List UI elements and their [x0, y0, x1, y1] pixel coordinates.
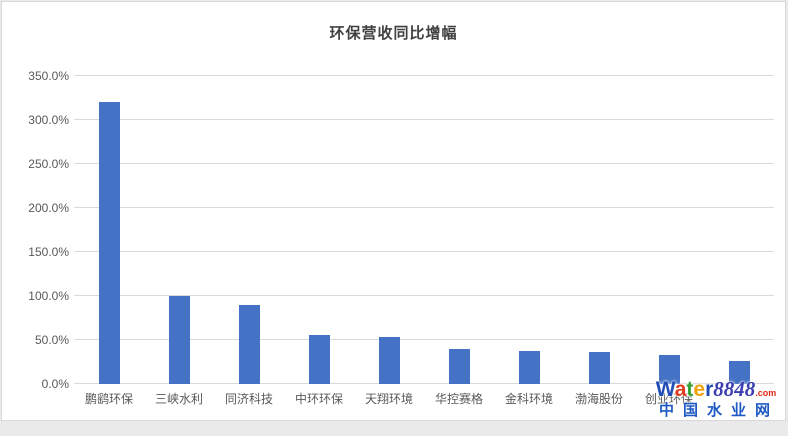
bar-slot [424, 76, 494, 384]
x-axis-category-label: 鹏鹞环保 [84, 392, 133, 406]
gridline [74, 339, 774, 340]
x-axis-category-label: 创业环保 [644, 392, 693, 406]
y-axis-tick-label: 50.0% [34, 333, 69, 347]
bar-金科环境 [518, 351, 540, 384]
y-axis-tick-label: 300.0% [28, 113, 69, 127]
gridline [74, 295, 774, 296]
bar-slot [634, 76, 704, 384]
y-axis-tick-label: 0.0% [41, 377, 69, 391]
watermark-brand-text: Water8848.com [650, 377, 782, 401]
bar-slot [144, 76, 214, 384]
bar-slot [704, 76, 774, 384]
watermark-domain-suffix: .com [755, 388, 777, 398]
watermark-brand-letter: r [705, 378, 714, 401]
x-axis-category-label: 三峡水利 [154, 392, 203, 406]
watermark-water8848-logo: Water8848.com 中国水业网 [650, 377, 782, 419]
chart-frame: 环保营收同比增幅 0.0% 50.0% 100.0% 150.0% 200.0% 250.… [1, 1, 786, 421]
gridline [74, 383, 774, 384]
gridline [74, 251, 774, 252]
watermark-brand-letter: 8 [713, 377, 724, 401]
gridline [74, 119, 774, 120]
x-axis-category-label: 中环环保 [294, 392, 343, 406]
y-axis-tick-label: 200.0% [28, 201, 69, 215]
plot-area: 0.0% 50.0% 100.0% 150.0% 200.0% 250.0% 300.0% 3… [28, 69, 774, 391]
gridline [74, 163, 774, 164]
watermark-brand-letter: t [686, 378, 694, 401]
x-axis-category-label: 渤海股份 [574, 392, 623, 406]
bar-华控赛格 [448, 348, 470, 384]
bar-创业环保 [658, 354, 680, 384]
x-axis-category-label: 天翔环境 [364, 392, 413, 406]
watermark-site-name: 中国水业网 [658, 402, 779, 419]
bar-三峡水利 [168, 296, 190, 384]
y-axis-tick-label: 150.0% [28, 245, 69, 259]
bar-slot [564, 76, 634, 384]
bar-slot [74, 76, 144, 384]
bar-series [74, 76, 774, 384]
y-axis-tick-label: 250.0% [28, 157, 69, 171]
y-axis-tick-label: 100.0% [28, 289, 69, 303]
x-axis-category-label: 华控赛格 [434, 392, 483, 406]
bar-鹏鹞环保 [98, 102, 120, 384]
bar-slot [284, 76, 354, 384]
bar-同济科技 [238, 304, 260, 384]
bar-slot [354, 76, 424, 384]
watermark-brand-letter: 8 [744, 377, 756, 401]
watermark-brand-letter: e [693, 378, 706, 401]
bar-中环环保 [308, 334, 330, 384]
watermark-brand-letter: W [655, 378, 675, 401]
bar-天翔环境 [378, 337, 400, 384]
x-axis: 鹏鹞环保 三峡水利 同济科技 中环环保 天翔环境 华控赛格 金科环境 渤海股份 创业环保 [74, 390, 774, 407]
watermark-brand-letter: a [674, 378, 687, 401]
bar-series-10 [728, 361, 750, 384]
bar-渤海股份 [588, 352, 610, 384]
y-axis-tick-label: 350.0% [28, 69, 69, 83]
gridline [74, 75, 774, 76]
gridline [74, 207, 774, 208]
x-axis-category-label: 金科环境 [504, 392, 553, 406]
bar-slot [214, 76, 284, 384]
bar-slot [494, 76, 564, 384]
watermark-brand-letter: 4 [734, 377, 745, 401]
watermark-brand-letter: 8 [723, 377, 735, 401]
chart-title: 环保营收同比增幅 [329, 25, 458, 42]
x-axis-category-label: 同济科技 [224, 392, 273, 406]
